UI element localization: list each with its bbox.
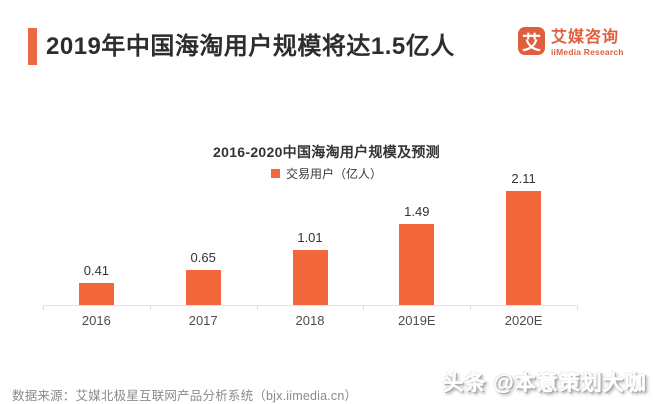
x-tick-label: 2017: [188, 313, 218, 328]
plot-area: 0.41 2016 0.65 2017 1.01 2018 1.49 2019E 2.11 202…: [43, 171, 578, 328]
x-axis-line: [43, 305, 577, 306]
bar-2018: [292, 250, 328, 305]
x-tick-label: 2018: [295, 313, 325, 328]
legend-label: 交易用户（亿人）: [285, 167, 382, 181]
title-accent-bar: [28, 28, 37, 65]
data-source: 数据来源：艾媒北极星互联网产品分析系统（bjx.iimedia.cn）: [12, 389, 358, 403]
x-tick-label: 2020E: [504, 313, 543, 328]
iimedia-logo: 艾 艾媒咨询 iiMedia Research: [518, 27, 624, 57]
bar-2017: [185, 270, 221, 305]
x-tick-label: 2016: [81, 313, 111, 328]
axis-tick: [470, 306, 472, 310]
axis-tick: [149, 306, 151, 310]
logo-symbol: 艾: [521, 32, 541, 54]
axis-tick: [577, 306, 578, 310]
bar-value-label: 0.41: [83, 263, 110, 278]
legend-swatch: [270, 169, 280, 178]
x-tick-label: 2019E: [398, 313, 436, 328]
bar-value-label: 1.49: [404, 204, 430, 219]
bar-value-label: 1.01: [297, 230, 323, 245]
bar-2016: [78, 283, 114, 305]
bar-2020E: [506, 191, 542, 305]
axis-tick: [256, 306, 258, 310]
logo-name-en: iiMedia Research: [551, 47, 624, 57]
bar-value-label: 0.65: [190, 250, 216, 265]
logo-text: 艾媒咨询 iiMedia Research: [551, 27, 624, 57]
bar-2019E: [399, 224, 435, 305]
chart-legend: 交易用户（亿人）: [0, 165, 653, 182]
chart-title: 2016-2020中国海淘用户规模及预测: [213, 144, 440, 160]
logo-name-cn: 艾媒咨询: [551, 29, 620, 46]
bar-value-label: 2.11: [511, 171, 536, 186]
watermark: 头条 @本意策划大咖: [442, 372, 647, 395]
iimedia-logo-icon: 艾: [518, 27, 545, 55]
page-title: 2019年中国海淘用户规模将达1.5亿人: [46, 33, 455, 60]
axis-tick: [43, 306, 44, 310]
axis-tick: [363, 306, 365, 310]
